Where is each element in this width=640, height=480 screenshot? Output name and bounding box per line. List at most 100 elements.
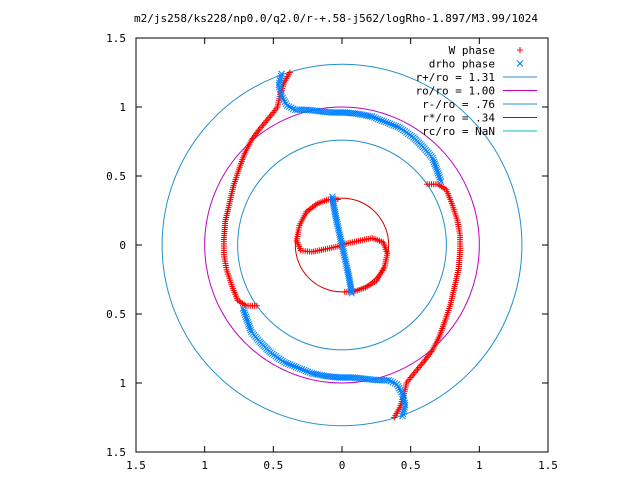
drho-phase-point <box>288 362 296 369</box>
drho-phase-point <box>396 386 404 394</box>
drho-phase-point <box>318 371 325 379</box>
drho-phase-point <box>245 322 253 330</box>
drho-phase-point <box>348 289 355 297</box>
x-tick-label: 1.5 <box>538 459 558 472</box>
drho-phase-point <box>279 94 287 102</box>
drho-phase-point <box>342 260 350 267</box>
drho-phase-point <box>280 96 288 104</box>
drho-phase-point <box>430 158 438 166</box>
drho-phase-point <box>387 377 395 385</box>
drho-phase-point <box>337 237 345 245</box>
drho-phase-point <box>314 371 322 378</box>
drho-phase-point <box>433 166 441 173</box>
drho-phase-point <box>340 251 348 259</box>
legend-label: drho phase <box>429 58 495 71</box>
drho-phase-point <box>335 229 343 236</box>
drho-phase-point <box>341 254 349 261</box>
drho-phase-point <box>239 305 247 312</box>
drho-phase-point <box>389 378 397 386</box>
drho-phase-point <box>516 60 524 67</box>
drho-phase-point <box>364 112 372 120</box>
drho-phase-point <box>294 364 302 372</box>
y-tick-label: 0 <box>119 239 126 252</box>
legend-label: r*/ro = .34 <box>422 112 495 125</box>
x-tick-label: 0.5 <box>401 459 421 472</box>
axis-ticks: 1.5 1 0.5 0 0.5 1 1.51.510.500.511.5 <box>106 32 558 472</box>
drho-phase-point <box>362 112 370 119</box>
drho-phase-point <box>384 119 392 127</box>
drho-phase-point <box>392 122 400 130</box>
w-phase-point <box>341 288 348 295</box>
x-tick-label: 1.5 <box>126 459 146 472</box>
drho-phase-point <box>289 105 297 113</box>
drho-phase-point <box>437 178 445 185</box>
drho-phase-point <box>282 359 290 367</box>
legend-label: r-/ro = .76 <box>422 98 495 111</box>
drho-phase-point <box>429 154 436 162</box>
drho-phase-point <box>361 111 368 119</box>
drho-phase-point <box>435 171 443 179</box>
drho-phase-point <box>310 370 318 378</box>
drho-phase-point <box>338 241 346 249</box>
drho-phase-point <box>347 288 355 295</box>
drho-phase-point <box>432 164 440 171</box>
drho-phase-point <box>380 118 388 125</box>
drho-phase-point <box>341 256 349 263</box>
drho-phase-point <box>285 103 293 111</box>
drho-phase-point <box>432 162 439 170</box>
drho-phase-point <box>390 121 398 129</box>
drho-phase-point <box>335 227 343 234</box>
drho-phase-point <box>246 324 254 332</box>
drho-phase-point <box>300 366 308 374</box>
drho-phase-point <box>334 223 342 230</box>
drho-phase-point <box>308 369 316 377</box>
drho-phase-point <box>431 160 439 168</box>
drho-phase-point <box>330 203 338 210</box>
drho-phase-point <box>338 239 345 247</box>
w-phase-point <box>517 47 523 53</box>
drho-phase-point <box>333 216 340 224</box>
drho-phase-point <box>312 370 320 378</box>
drho-phase-point <box>344 268 352 276</box>
drho-phase-point <box>290 362 298 370</box>
drho-phase-point <box>345 274 353 282</box>
drho-phase-point <box>241 311 249 319</box>
drho-phase-point <box>242 313 250 321</box>
drho-phase-point <box>434 167 441 175</box>
drho-phase-point <box>245 320 252 328</box>
drho-phase-point <box>343 264 351 272</box>
drho-phase-point <box>240 307 248 314</box>
drho-phase-point <box>368 113 376 121</box>
drho-phase-point <box>391 379 399 387</box>
drho-phase-point <box>366 112 374 120</box>
drho-phase-point <box>378 117 386 124</box>
y-tick-label: 1 <box>119 377 126 390</box>
legend-label: W phase <box>449 44 495 57</box>
drho-phase-point <box>331 208 339 216</box>
drho-phase-point <box>376 116 384 124</box>
drho-phase-point <box>332 214 340 222</box>
chart-title: m2/js258/ks228/np0.0/q2.0/r-+.58-j562/lo… <box>134 12 538 25</box>
drho-phase-point <box>306 369 314 376</box>
drho-phase-point <box>399 392 407 400</box>
drho-phase-point <box>344 270 352 278</box>
y-tick-label: 1.5 <box>106 32 126 45</box>
x-tick-label: 1 <box>201 459 208 472</box>
drho-phase-point <box>283 102 291 109</box>
drho-phase-point <box>382 118 390 126</box>
radius-circles <box>161 63 523 427</box>
drho-phase-point <box>332 212 340 220</box>
drho-phase-point <box>336 231 344 239</box>
w-phase-point <box>424 181 431 188</box>
y-tick-label: 0.5 <box>106 308 126 321</box>
x-tick-label: 1 <box>476 459 483 472</box>
drho-phase-point <box>340 249 348 257</box>
drho-phase-point <box>322 372 329 380</box>
drho-phase-point <box>393 381 401 388</box>
drho-phase-point <box>302 367 310 375</box>
w-phase-series <box>220 69 464 421</box>
drho-phase-point <box>287 104 295 112</box>
drho-phase-point <box>292 363 300 371</box>
